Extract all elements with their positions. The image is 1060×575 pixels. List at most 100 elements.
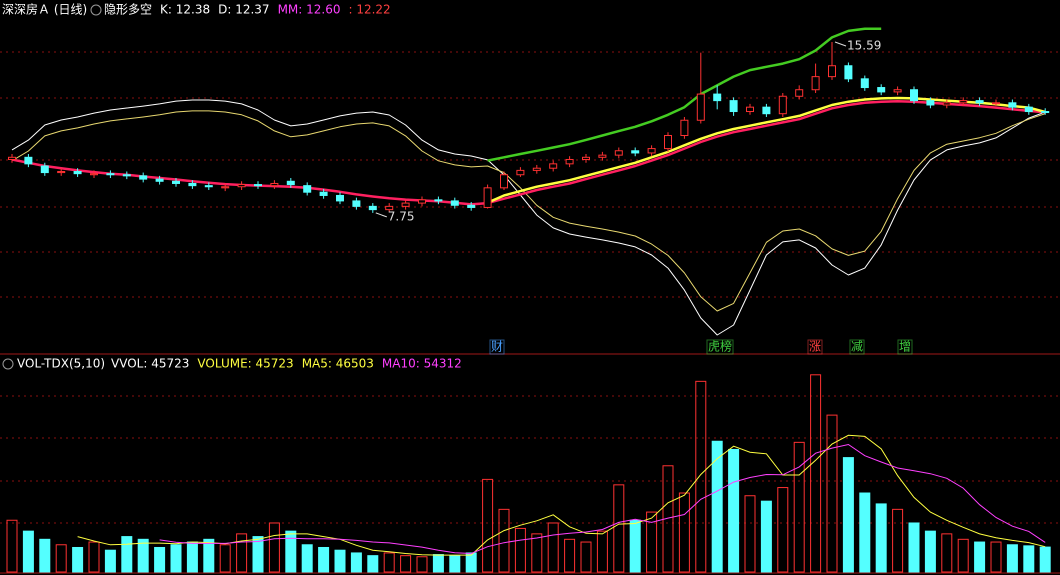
volume-bar xyxy=(678,492,690,573)
volume-bar xyxy=(22,530,34,573)
candle-body xyxy=(992,102,1000,105)
candle-body xyxy=(631,150,640,154)
candle-body xyxy=(828,65,836,78)
candle-body xyxy=(57,170,66,174)
candle-body xyxy=(877,87,886,93)
volume-bar xyxy=(465,552,477,573)
candle-body xyxy=(959,100,968,104)
annotation-label: 7.75 xyxy=(388,209,415,223)
indicator-line xyxy=(11,100,1046,206)
annotation-label: 15.59 xyxy=(847,38,881,52)
candle-body xyxy=(90,173,98,176)
candle-body xyxy=(188,182,197,187)
volume-bar xyxy=(711,440,723,573)
volume-bar xyxy=(744,495,756,573)
icon[interactable] xyxy=(90,4,102,16)
legend-label: VOLUME: 45723 xyxy=(197,357,293,371)
volume-bar xyxy=(137,538,149,573)
volume-bar xyxy=(170,544,182,573)
volume-bar xyxy=(154,546,166,573)
candle-body xyxy=(418,199,426,204)
volume-bar xyxy=(367,555,379,573)
candle-body xyxy=(811,76,820,91)
candle-body xyxy=(680,119,689,137)
volume-bar xyxy=(104,549,116,573)
candle-body xyxy=(450,200,459,206)
event-label: 涨 xyxy=(809,339,821,354)
volume-header: VOL-TDX(5,10) xyxy=(2,357,105,371)
volume-bar xyxy=(6,519,18,573)
volume-title: VOL-TDX(5,10) xyxy=(17,357,105,371)
event-box xyxy=(897,339,913,355)
event-box xyxy=(807,339,823,355)
legend-label: : 12.22 xyxy=(348,3,390,17)
volume-bar xyxy=(514,527,526,573)
volume-bar xyxy=(892,508,904,573)
volume-bar xyxy=(547,522,559,573)
volume-bar xyxy=(1039,546,1051,573)
volume-bar xyxy=(875,503,887,573)
volume-bar xyxy=(203,538,215,573)
candle-body xyxy=(467,204,476,208)
candle-body xyxy=(106,173,115,176)
candle-body xyxy=(73,170,82,175)
volume-bar xyxy=(810,374,822,573)
volume-bar xyxy=(793,441,805,573)
event-box xyxy=(489,339,505,355)
chart-title: 深深房Ａ (日线) xyxy=(2,2,87,17)
indicator-line xyxy=(487,27,882,162)
volume-ma-line xyxy=(159,443,1046,555)
candle-body xyxy=(664,135,672,150)
candle-body xyxy=(549,163,558,169)
volume-bar xyxy=(482,478,494,573)
volume-bar xyxy=(646,511,658,573)
candle-body xyxy=(516,169,525,176)
event-label: 财 xyxy=(491,340,503,354)
legend-label: K: 12.38 xyxy=(160,3,210,17)
indicator-line xyxy=(11,99,1046,336)
indicator-line xyxy=(11,110,1046,312)
legend-label: MA10: 54312 xyxy=(382,357,462,371)
volume-ma-line xyxy=(77,434,1046,556)
volume-bar xyxy=(219,544,231,573)
legend-label: D: 12.37 xyxy=(218,3,269,17)
candle-body xyxy=(172,180,180,184)
candle-body xyxy=(368,205,377,211)
candle-body xyxy=(893,89,902,93)
candle-body xyxy=(532,167,541,171)
volume-bar xyxy=(662,465,674,573)
volume-bar xyxy=(695,380,707,573)
volume-bar xyxy=(334,549,346,573)
volume-bar xyxy=(449,555,461,573)
volume-bar xyxy=(39,538,51,573)
volume-bar xyxy=(432,554,444,573)
candle-body xyxy=(254,184,262,187)
candle-body xyxy=(401,202,410,207)
volume-bar xyxy=(72,546,84,573)
volume-bar xyxy=(941,533,953,573)
volume-bar xyxy=(318,546,330,573)
candle-body xyxy=(910,89,918,102)
candle-body xyxy=(713,93,722,102)
volume-bar xyxy=(1023,545,1035,573)
candle-body xyxy=(582,156,590,160)
candle-body xyxy=(500,174,508,189)
icon[interactable] xyxy=(2,358,14,370)
candle-body xyxy=(8,156,16,160)
volume-bar xyxy=(121,536,133,573)
candle-body xyxy=(122,174,131,177)
event-marker: 增 xyxy=(897,339,913,355)
volume-bar xyxy=(1006,544,1018,573)
candle-body xyxy=(352,200,361,207)
price-header: 深深房Ａ (日线) 隐形多空 xyxy=(2,2,152,17)
event-marker: 财 xyxy=(489,339,505,355)
legend-label: MA5: 46503 xyxy=(302,357,374,371)
candle-body xyxy=(1008,102,1017,108)
candle-body xyxy=(975,100,984,104)
candle-body xyxy=(696,93,705,121)
candle-body xyxy=(762,106,771,115)
event-marker: 涨 xyxy=(807,339,823,355)
candle-body xyxy=(155,178,164,182)
candle-body xyxy=(221,186,230,189)
